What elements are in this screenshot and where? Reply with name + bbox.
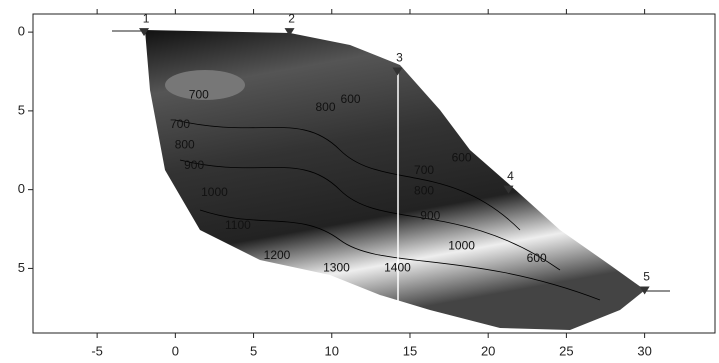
- station-label: 3: [396, 51, 403, 65]
- contour-label: 700: [414, 163, 434, 177]
- station-label: 4: [507, 169, 514, 183]
- contour-label: 700: [189, 87, 209, 101]
- station-marker: [392, 67, 403, 76]
- contour-label: 600: [452, 150, 472, 164]
- contour-line: [199, 209, 601, 301]
- contour-line: [174, 119, 521, 231]
- contour-label: 800: [315, 100, 335, 114]
- station-marker: [639, 286, 650, 295]
- contour-label: 900: [420, 209, 440, 223]
- station-label: 2: [288, 11, 295, 25]
- x-tick-label: 30: [637, 343, 651, 358]
- contour-label: 1200: [264, 248, 291, 262]
- x-tick-label: 0: [172, 343, 179, 358]
- x-tick-label: -5: [91, 343, 103, 358]
- y-tick-label: 0: [18, 181, 25, 196]
- contour-label: 1000: [448, 239, 475, 253]
- contour-label: 600: [341, 92, 361, 106]
- contour-label: 700: [170, 117, 190, 131]
- station-marker: [503, 185, 514, 194]
- field-patch: [165, 70, 245, 100]
- contour-label: 1400: [384, 261, 411, 275]
- station-marker: [139, 28, 150, 37]
- x-tick-label: 5: [250, 343, 257, 358]
- x-tick-label: 10: [325, 343, 339, 358]
- contour-label: 800: [175, 138, 195, 152]
- contour-label: 800: [414, 183, 434, 197]
- y-tick-label: 5: [18, 260, 25, 275]
- y-tick-label: 5: [18, 102, 25, 117]
- contour-label: 600: [527, 251, 547, 265]
- contour-line: [179, 159, 561, 271]
- layer: -5 0 5 10 15 20 25 3005057008006007008009001000…: [18, 9, 652, 358]
- contour-label: 1100: [225, 218, 251, 232]
- contour-label: 1300: [323, 261, 350, 275]
- velocity-field: [145, 30, 645, 330]
- x-tick-label: 20: [481, 343, 495, 358]
- x-tick-label: 15: [403, 343, 417, 358]
- contour-label: 1000: [201, 185, 228, 199]
- contour-label: 900: [184, 158, 204, 172]
- station-marker: [284, 28, 295, 37]
- station-label: 1: [143, 11, 150, 25]
- x-tick-label: 25: [559, 343, 573, 358]
- y-tick-label: 0: [18, 24, 25, 39]
- station-label: 5: [643, 270, 650, 284]
